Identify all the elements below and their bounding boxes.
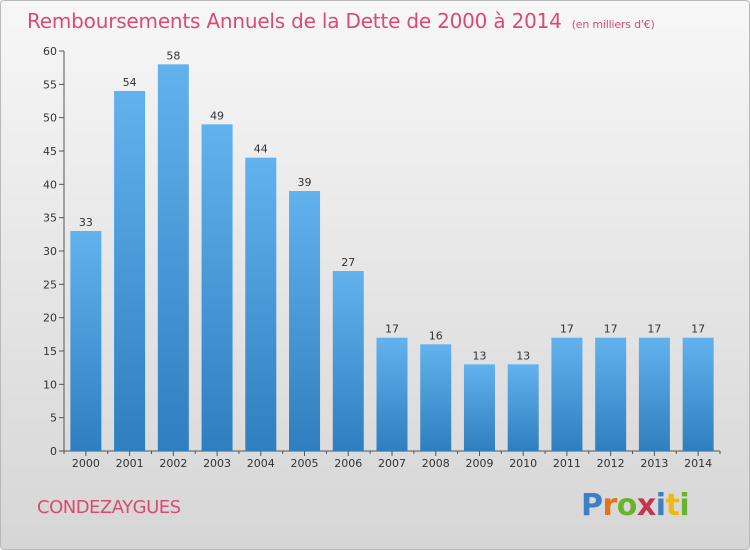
data-label-2009: 13: [472, 349, 486, 362]
y-tick-label: 10: [43, 378, 57, 391]
x-tick-label-2010: 2010: [509, 457, 537, 470]
x-tick-label-2003: 2003: [203, 457, 231, 470]
y-tick-label: 25: [43, 278, 57, 291]
x-tick-label-2008: 2008: [422, 457, 450, 470]
y-tick-label: 5: [50, 412, 57, 425]
y-tick-label: 40: [43, 178, 57, 191]
bar-2004: [245, 157, 277, 451]
x-tick-label-2005: 2005: [291, 457, 319, 470]
data-label-2011: 17: [560, 323, 574, 336]
bar-2013: [638, 337, 670, 451]
x-tick-label-2014: 2014: [684, 457, 712, 470]
data-label-2013: 17: [647, 323, 661, 336]
bar-2007: [376, 337, 408, 451]
x-tick-label-2011: 2011: [553, 457, 581, 470]
x-tick-label-2009: 2009: [465, 457, 493, 470]
x-tick-label-2013: 2013: [640, 457, 668, 470]
x-tick-label-2007: 2007: [378, 457, 406, 470]
bar-2006: [332, 271, 364, 451]
bar-2003: [201, 124, 233, 451]
y-tick-label: 30: [43, 245, 57, 258]
chart-data-labels: 33 54 58 49 44 39 27 17 16 13 13 17 17 17 17: [79, 49, 705, 362]
commune-name: CONDEZAYGUES: [37, 497, 181, 518]
data-label-2005: 39: [298, 176, 312, 189]
x-tick-label-2012: 2012: [597, 457, 625, 470]
data-label-2012: 17: [604, 323, 618, 336]
data-label-2008: 16: [429, 329, 443, 342]
y-tick-label: 20: [43, 312, 57, 325]
data-label-2003: 49: [210, 109, 224, 122]
y-tick-label: 15: [43, 345, 57, 358]
bar-2008: [420, 344, 452, 451]
x-tick-label-2004: 2004: [247, 457, 275, 470]
bar-2011: [551, 337, 583, 451]
bar-2001: [114, 91, 146, 451]
bar-2014: [682, 337, 714, 451]
x-tick-label-2000: 2000: [72, 457, 100, 470]
x-tick-label-2002: 2002: [159, 457, 187, 470]
y-tick-label: 50: [43, 112, 57, 125]
data-label-2001: 54: [123, 76, 137, 89]
y-tick-label: 45: [43, 145, 57, 158]
bar-2010: [507, 364, 539, 451]
bar-2012: [595, 337, 627, 451]
chart-axes: 0 5 10 15 20 25 30 35 40 45 50 55 60 2000 2001 2002 2003…: [43, 45, 721, 470]
chart-unit-note: (en milliers d'€): [571, 18, 655, 31]
y-tick-label: 0: [50, 445, 57, 458]
data-label-2000: 33: [79, 216, 93, 229]
chart-title-text: Remboursements Annuels de la Dette de 20…: [27, 9, 562, 33]
bar-2005: [289, 191, 321, 451]
y-tick-label: 35: [43, 212, 57, 225]
chart-bars: [70, 64, 714, 452]
y-tick-label: 55: [43, 78, 57, 91]
data-label-2014: 17: [691, 323, 705, 336]
x-tick-label-2001: 2001: [116, 457, 144, 470]
data-label-2004: 44: [254, 143, 268, 156]
x-tick-label-2006: 2006: [334, 457, 362, 470]
chart-title: Remboursements Annuels de la Dette de 20…: [27, 9, 655, 33]
data-label-2002: 58: [166, 49, 180, 62]
data-label-2007: 17: [385, 323, 399, 336]
bar-2009: [463, 364, 495, 451]
y-tick-label: 60: [43, 45, 57, 58]
data-label-2006: 27: [341, 256, 355, 269]
data-label-2010: 13: [516, 349, 530, 362]
bar-2002: [157, 64, 189, 452]
proxiti-logo: Proxiti: [581, 488, 690, 523]
bar-2000: [70, 231, 102, 451]
